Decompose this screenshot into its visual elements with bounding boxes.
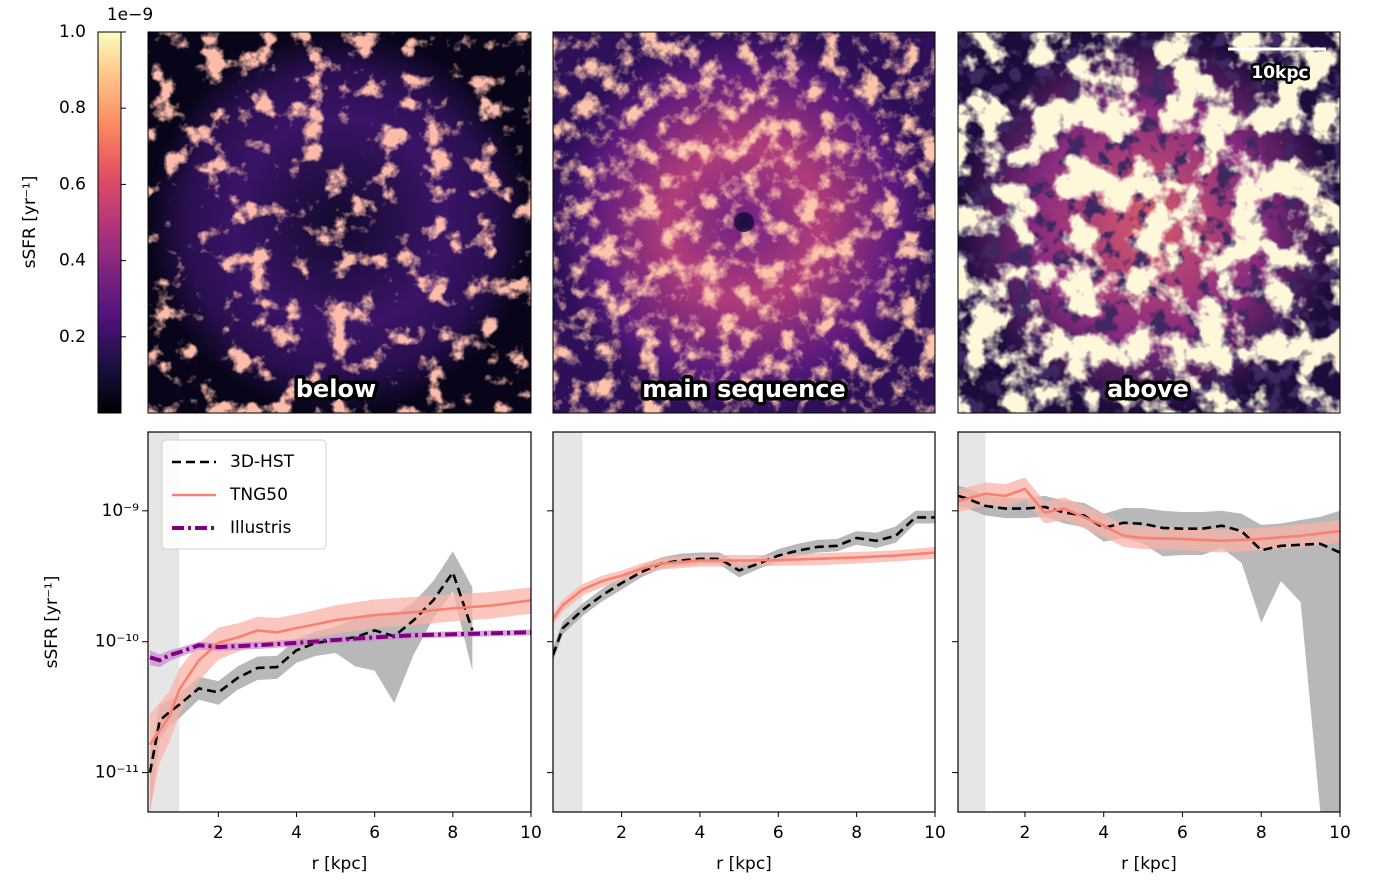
- map-label: main sequence: [642, 375, 846, 403]
- x-tick-label: 6: [1177, 823, 1188, 843]
- x-tick-label: 6: [369, 823, 380, 843]
- y-tick-label: 10⁻¹¹: [95, 763, 139, 783]
- axes-frame: [553, 432, 935, 812]
- scale-bar-label: 10kpc: [1251, 63, 1308, 83]
- x-tick-label: 2: [1020, 823, 1031, 843]
- legend-label: Illustris: [230, 518, 291, 538]
- x-tick-label: 10: [1329, 823, 1351, 843]
- y-tick-label: 10⁻¹⁰: [95, 632, 139, 652]
- map-label: below: [296, 375, 376, 403]
- colorbar-label: sSFR [yr⁻¹]: [20, 176, 40, 269]
- colorbar-tick-label: 1.0: [59, 22, 86, 42]
- colorbar-tick-label: 0.6: [59, 174, 86, 194]
- x-tick-label: 6: [773, 823, 784, 843]
- colorbar-tick-label: 0.2: [59, 327, 86, 347]
- uncertainty-band: [553, 511, 935, 661]
- page: {"colorbar":{"label":"sSFR [yr⁻¹]","offs…: [0, 0, 1375, 886]
- y-axis-label: sSFR [yr⁻¹]: [42, 576, 62, 669]
- x-tick-label: 2: [616, 823, 627, 843]
- x-axis-label: r [kpc]: [1121, 854, 1177, 874]
- legend-label: 3D-HST: [230, 452, 295, 472]
- x-tick-label: 8: [851, 823, 862, 843]
- colorbar-tick-label: 0.4: [59, 251, 86, 271]
- colorbar-tick-label: 0.8: [59, 98, 86, 118]
- x-tick-label: 4: [291, 823, 302, 843]
- x-tick-label: 4: [695, 823, 706, 843]
- x-tick-label: 8: [447, 823, 458, 843]
- legend-label: TNG50: [229, 485, 288, 505]
- plot-area: [543, 432, 935, 812]
- colorbar: [98, 32, 121, 413]
- colorbar-offset: 1e−9: [107, 5, 153, 25]
- map-below: below: [148, 32, 531, 413]
- x-axis-label: r [kpc]: [312, 854, 368, 874]
- x-tick-label: 4: [1098, 823, 1109, 843]
- x-tick-label: 8: [1256, 823, 1267, 843]
- map-main-sequence: main sequence: [553, 32, 935, 413]
- plot-area: [946, 432, 1340, 812]
- x-tick-label: 2: [213, 823, 224, 843]
- figure: 1e−9 sSFR [yr⁻¹] below main sequence 10k…: [0, 0, 1375, 882]
- x-axis-label: r [kpc]: [716, 854, 772, 874]
- map-label: above: [1107, 375, 1189, 403]
- y-tick-label: 10⁻⁹: [102, 501, 140, 521]
- map-above: 10kpc above: [958, 32, 1340, 413]
- x-tick-label: 10: [520, 823, 542, 843]
- x-tick-label: 10: [924, 823, 946, 843]
